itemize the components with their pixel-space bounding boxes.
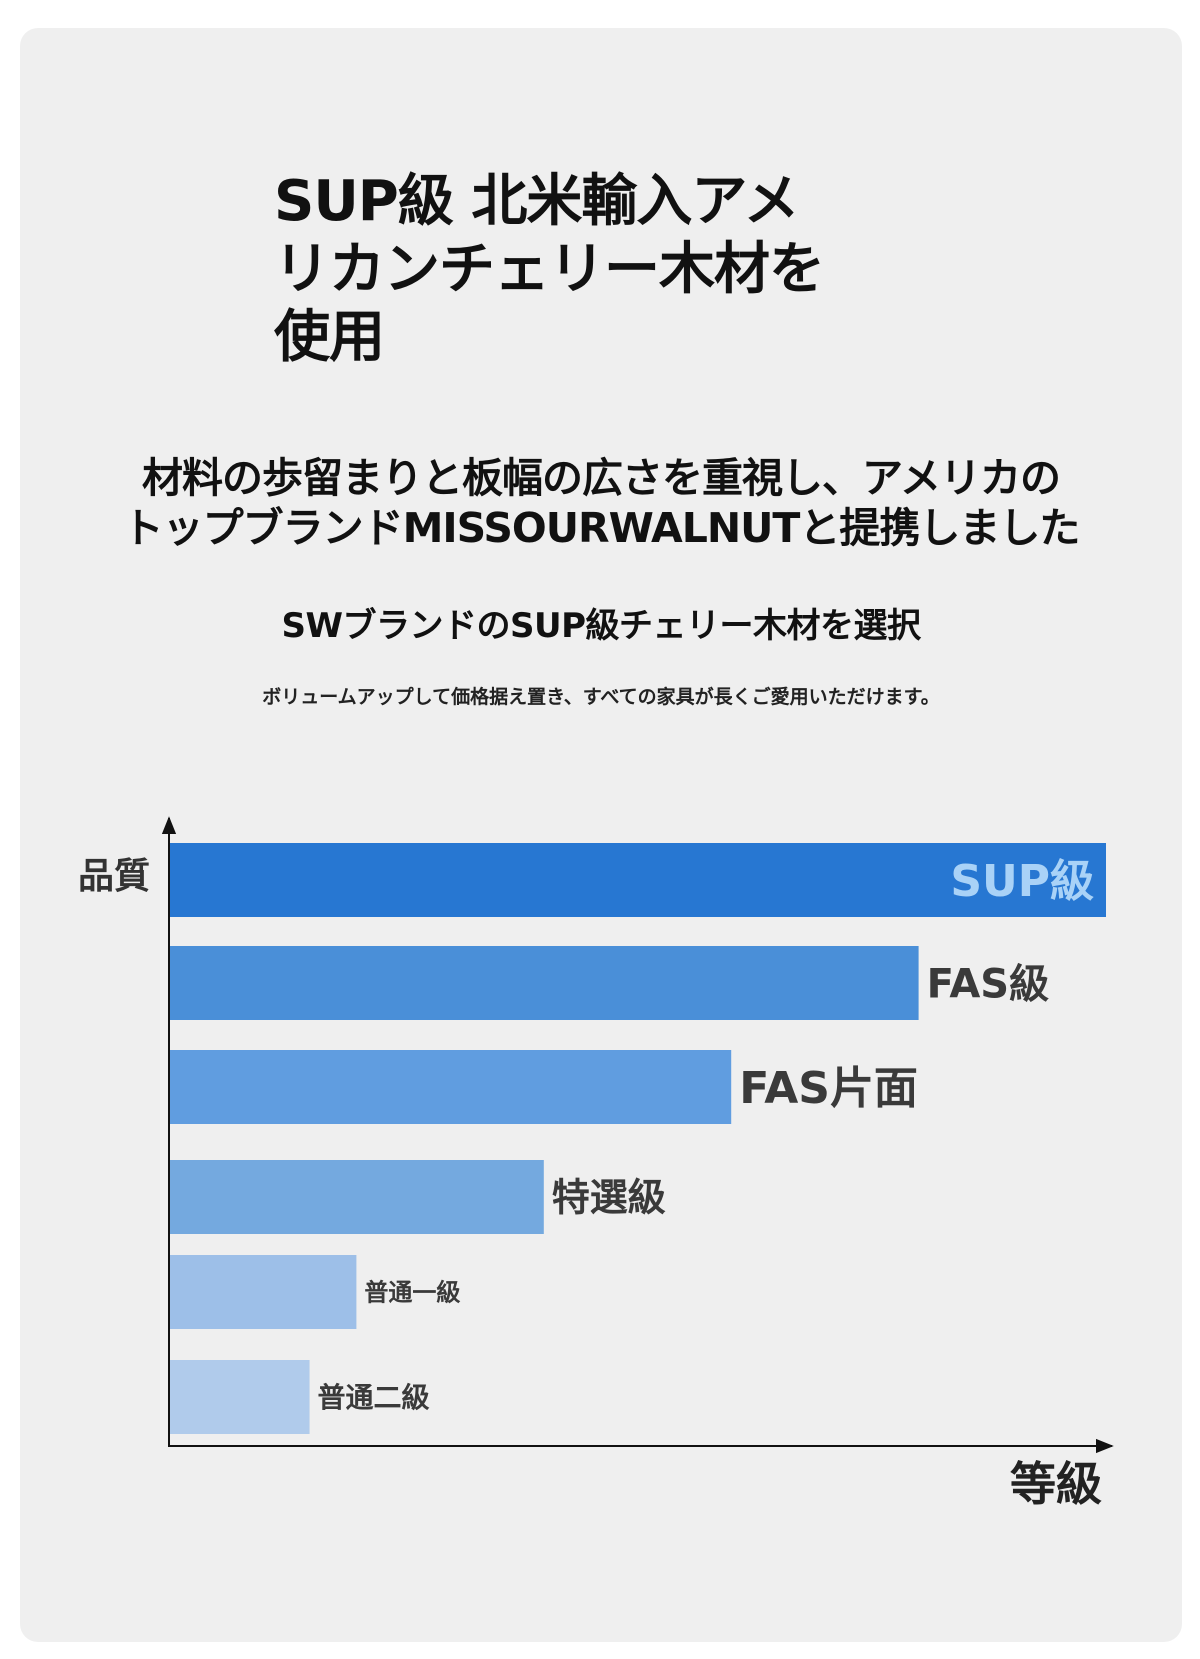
partnership-headline: 材料の歩留まりと板幅の広さを重視し、アメリカの トップブランドMISSOURWA… [122, 454, 1081, 552]
bar-3 [169, 1050, 732, 1124]
bar-label-3: FAS片面 [739, 1063, 918, 1114]
y-axis-label: 品質 [78, 856, 150, 897]
selection-subhead: SWブランドのSUP級チェリー木材を選択 [281, 606, 921, 646]
bar-5 [169, 1255, 357, 1329]
page-title: SUP級 北米輸入アメ リカンチェリー木材を 使用 [274, 169, 825, 370]
bars-layer [169, 843, 1106, 1434]
x-axis-label: 等級 [1010, 1457, 1102, 1511]
bar-label-4: 特選級 [552, 1176, 666, 1220]
bar-label-5: 普通一級 [364, 1279, 460, 1307]
value-note: ボリュームアップして価格据え置き、すべての家具が長くご愛用いただけます。 [262, 686, 940, 708]
bar-6 [169, 1360, 310, 1434]
bar-label-2: FAS級 [927, 961, 1050, 1007]
bar-1 [169, 843, 1106, 917]
bar-label-1: SUP級 [950, 856, 1094, 907]
bar-label-6: 普通二級 [318, 1381, 430, 1414]
bar-2 [169, 946, 919, 1020]
bar-4 [169, 1160, 544, 1234]
